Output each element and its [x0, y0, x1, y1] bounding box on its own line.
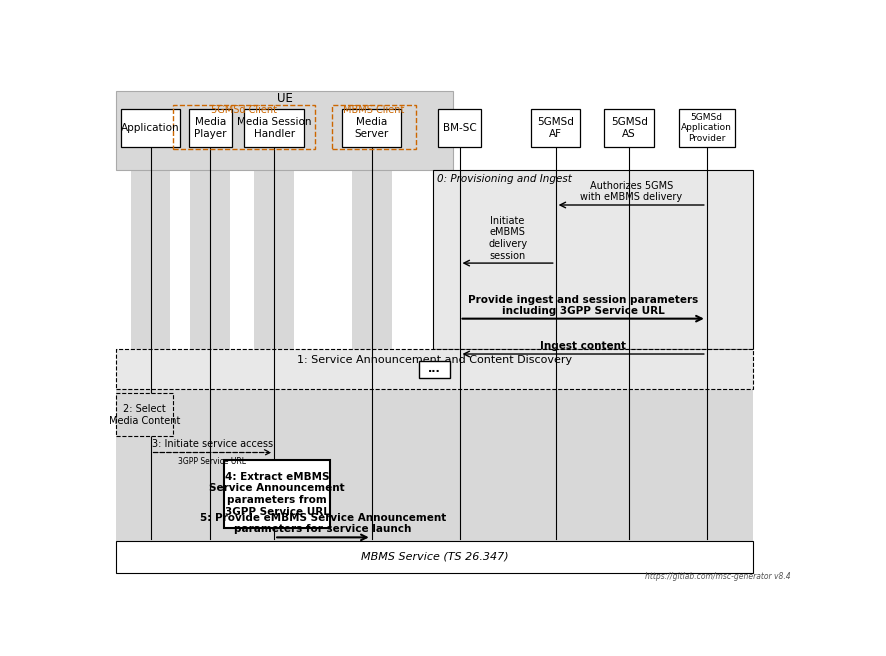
FancyBboxPatch shape — [116, 390, 753, 541]
Text: https://gitlab.com/msc-generator v8.4: https://gitlab.com/msc-generator v8.4 — [645, 572, 790, 581]
Text: ...: ... — [428, 364, 441, 374]
Text: 5: Provide eMBMS Service Announcement
parameters for service launch: 5: Provide eMBMS Service Announcement pa… — [200, 513, 446, 535]
Text: 1: Service Announcement and Content Discovery: 1: Service Announcement and Content Disc… — [297, 355, 572, 365]
Text: 3GPP Service URL: 3GPP Service URL — [178, 457, 246, 466]
Text: Media
Player: Media Player — [194, 117, 227, 139]
FancyBboxPatch shape — [604, 109, 654, 147]
FancyBboxPatch shape — [439, 170, 479, 541]
Text: Ingest content: Ingest content — [540, 342, 626, 352]
FancyBboxPatch shape — [190, 170, 230, 541]
Text: BM-SC: BM-SC — [443, 123, 477, 133]
Text: MBMS Service (TS 26.347): MBMS Service (TS 26.347) — [361, 552, 509, 562]
Text: 5GMSd Client: 5GMSd Client — [211, 104, 277, 115]
Text: Media Session
Handler: Media Session Handler — [237, 117, 311, 139]
FancyBboxPatch shape — [438, 109, 481, 147]
Text: Application: Application — [121, 123, 180, 133]
FancyBboxPatch shape — [254, 170, 294, 541]
FancyBboxPatch shape — [116, 349, 753, 390]
Text: Authorizes 5GMS
with eMBMS delivery: Authorizes 5GMS with eMBMS delivery — [580, 181, 682, 203]
FancyBboxPatch shape — [130, 170, 170, 541]
FancyBboxPatch shape — [352, 170, 392, 541]
Text: 5GMSd
AF: 5GMSd AF — [537, 117, 574, 139]
FancyBboxPatch shape — [679, 109, 734, 147]
FancyBboxPatch shape — [121, 109, 180, 147]
FancyBboxPatch shape — [224, 460, 330, 528]
FancyBboxPatch shape — [610, 170, 649, 541]
Text: MBMS Client: MBMS Client — [344, 104, 405, 115]
FancyBboxPatch shape — [189, 109, 232, 147]
FancyBboxPatch shape — [244, 109, 305, 147]
Text: 2: Select
Media Content: 2: Select Media Content — [109, 404, 181, 426]
FancyBboxPatch shape — [343, 109, 400, 147]
FancyBboxPatch shape — [116, 91, 453, 170]
FancyBboxPatch shape — [433, 170, 753, 349]
Text: UE: UE — [276, 92, 292, 106]
Text: 3: Initiate service access: 3: Initiate service access — [152, 440, 273, 449]
FancyBboxPatch shape — [116, 541, 753, 573]
FancyBboxPatch shape — [536, 170, 576, 541]
Text: 5GMSd
Application
Provider: 5GMSd Application Provider — [681, 113, 732, 143]
Text: 0: Provisioning and Ingest: 0: Provisioning and Ingest — [437, 174, 571, 184]
Text: Media
Server: Media Server — [354, 117, 389, 139]
Text: 5GMSd
AS: 5GMSd AS — [610, 117, 648, 139]
FancyBboxPatch shape — [687, 170, 727, 541]
FancyBboxPatch shape — [419, 361, 449, 379]
FancyBboxPatch shape — [116, 394, 174, 436]
FancyBboxPatch shape — [531, 109, 580, 147]
Text: 4: Extract eMBMS
Service Announcement
parameters from
3GPP Service URL: 4: Extract eMBMS Service Announcement pa… — [209, 472, 345, 516]
Text: Initiate
eMBMS
delivery
session: Initiate eMBMS delivery session — [488, 216, 527, 260]
Text: Provide ingest and session parameters
including 3GPP Service URL: Provide ingest and session parameters in… — [468, 295, 698, 316]
